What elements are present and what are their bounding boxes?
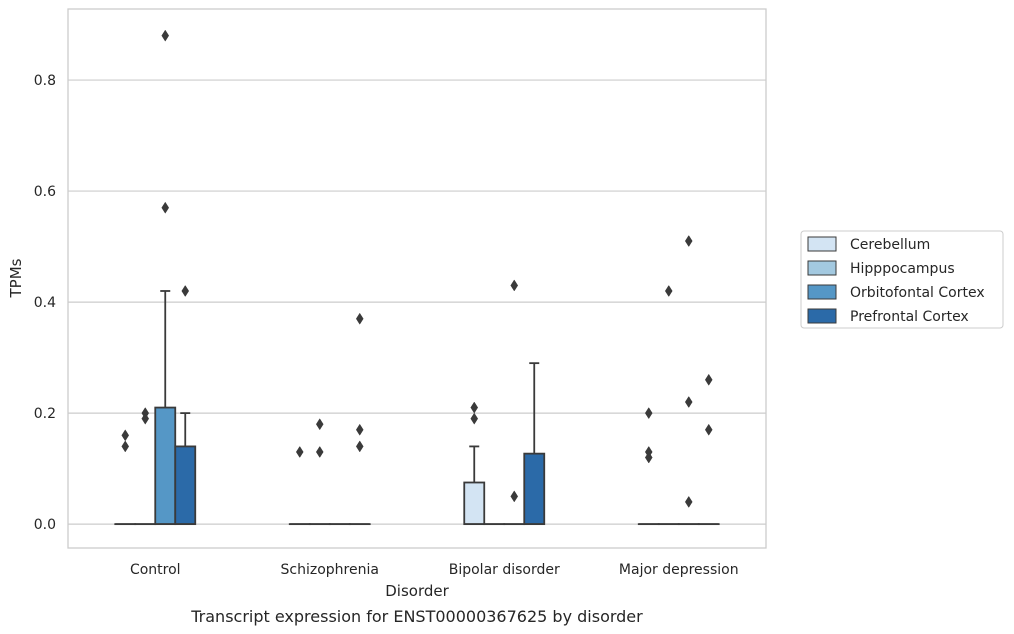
outlier-point (684, 235, 693, 247)
outlier-point (181, 285, 190, 297)
outlier-point (315, 446, 324, 458)
box-group (114, 429, 137, 526)
legend-label: Orbitofontal Cortex (850, 285, 985, 301)
x-tick-labels: Control Schizophrenia Bipolar disorder Majo… (130, 562, 739, 578)
box (523, 452, 546, 526)
box (154, 406, 177, 526)
legend-swatch (807, 284, 837, 300)
outlier-point (121, 429, 130, 442)
outlier-point (684, 396, 693, 408)
outlier-point (470, 401, 479, 414)
box-group (503, 279, 526, 526)
outlier-point (355, 312, 364, 325)
outlier-point (510, 279, 519, 292)
box (463, 481, 486, 526)
legend-frame (800, 230, 1004, 329)
boxes (114, 29, 720, 526)
outlier-point (355, 440, 364, 453)
legend-label: Hipppocampus (850, 261, 955, 277)
x-tick-label: Major depression (619, 562, 739, 578)
y-tick-label: 0.0 (34, 517, 56, 533)
outlier-point (295, 446, 304, 458)
legend-swatch (807, 308, 837, 324)
x-tick-label: Control (130, 562, 181, 578)
legend: Cerebellum Hipppocampus Orbitofontal Corte… (800, 230, 1004, 329)
chart-caption: Transcript expression for ENST0000036762… (190, 607, 643, 626)
outlier-point (121, 440, 130, 453)
outlier-point (161, 201, 170, 214)
outlier-point (141, 407, 150, 420)
outlier-point (704, 423, 713, 436)
box-group (288, 446, 311, 526)
box-group (308, 418, 331, 526)
outlier-point (355, 423, 364, 436)
outlier-point (644, 446, 653, 458)
box-group (523, 362, 546, 526)
x-tick-label: Schizophrenia (281, 562, 379, 578)
box-group (348, 312, 371, 526)
legend-swatch (807, 236, 837, 252)
outlier-point (704, 373, 713, 386)
box-group (637, 407, 660, 526)
box-group (657, 285, 680, 526)
x-tick-label: Bipolar disorder (449, 562, 560, 578)
legend-label: Cerebellum (850, 237, 930, 253)
y-axis-label: TPMs (7, 258, 25, 298)
y-tick-label: 0.8 (34, 73, 56, 89)
outlier-point (684, 495, 693, 508)
box-group (677, 235, 700, 526)
box-group (174, 285, 197, 526)
outlier-point (644, 407, 653, 420)
outlier-point (315, 418, 324, 431)
y-tick-label: 0.4 (34, 295, 56, 311)
outlier-point (664, 285, 673, 297)
y-tick-labels: 0.0 0.2 0.4 0.6 0.8 (34, 73, 56, 533)
outlier-point (161, 29, 170, 42)
box-group (697, 373, 720, 526)
y-tick-label: 0.2 (34, 406, 56, 422)
legend-swatch (807, 260, 837, 276)
box-group (134, 407, 157, 526)
x-axis-label: Disorder (385, 582, 449, 600)
y-tick-label: 0.6 (34, 184, 56, 200)
plot-frame (67, 8, 767, 549)
legend-label: Prefrontal Cortex (850, 309, 969, 325)
box (174, 445, 197, 526)
outlier-point (470, 412, 479, 425)
box-group (154, 29, 177, 526)
outlier-point (510, 490, 519, 503)
box-group (463, 401, 486, 526)
